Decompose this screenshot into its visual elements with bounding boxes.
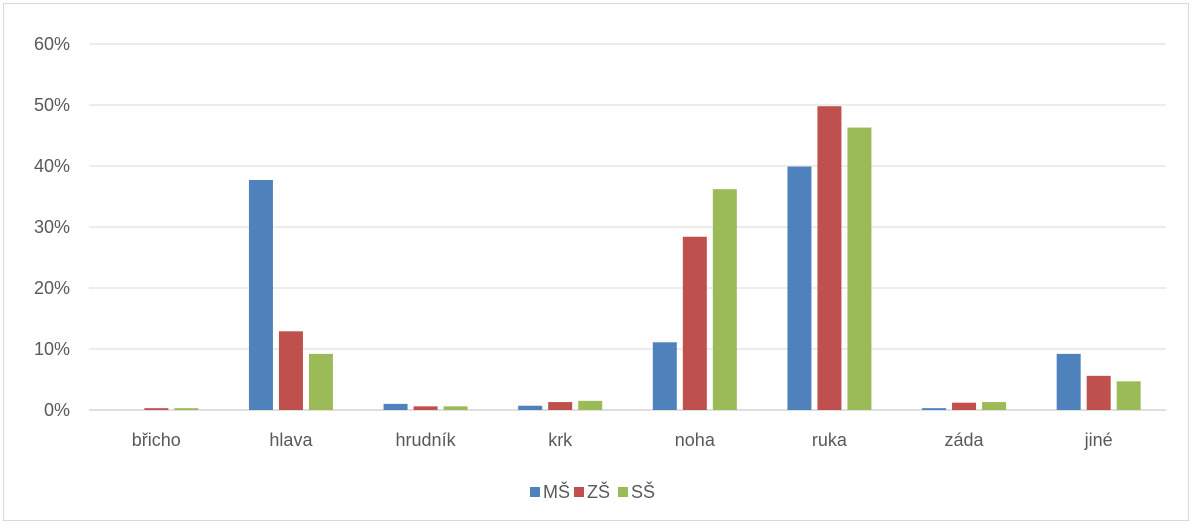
x-tick-label: hlava — [269, 430, 313, 450]
legend-swatch — [574, 487, 584, 497]
bar-MŠ-noha — [652, 342, 677, 410]
x-tick-label: jiné — [1084, 430, 1113, 450]
legend-swatch — [530, 487, 540, 497]
y-tick-label: 50% — [34, 95, 70, 115]
chart-frame: 0% 10% 20% 30% 40% 50% 60% břicho hlava hrudník k… — [3, 3, 1189, 521]
x-tick-label: noha — [675, 430, 716, 450]
bar-ZŠ-hrudník — [413, 406, 438, 410]
bar-MŠ-hlava — [248, 180, 273, 410]
bar-chart: 0% 10% 20% 30% 40% 50% 60% břicho hlava hrudník k… — [34, 34, 1166, 502]
legend-label: ZŠ — [587, 481, 610, 502]
bar-ZŠ-záda — [952, 402, 977, 410]
x-tick-label: hrudník — [396, 430, 457, 450]
y-tick-label: 0% — [44, 400, 70, 420]
bar-MŠ-krk — [518, 405, 543, 410]
x-tick-label: záda — [945, 430, 985, 450]
bar-SŠ-ruka — [847, 127, 872, 410]
bar-MŠ-hrudník — [383, 403, 408, 410]
x-tick-label: krk — [548, 430, 573, 450]
legend-swatch — [618, 487, 628, 497]
bar-ZŠ-břicho — [144, 408, 169, 410]
y-tick-label: 30% — [34, 217, 70, 237]
bar-SŠ-krk — [578, 400, 603, 410]
bar-ZŠ-noha — [682, 236, 707, 410]
bar-ZŠ-hlava — [278, 331, 303, 410]
bar-ZŠ-ruka — [817, 106, 842, 410]
x-axis-tick-labels: břicho hlava hrudník krk noha ruka záda jiné — [132, 430, 1113, 450]
bar-SŠ-záda — [982, 402, 1007, 410]
y-tick-label: 40% — [34, 156, 70, 176]
bar-SŠ-hrudník — [443, 406, 468, 410]
bar-MŠ-záda — [922, 408, 947, 410]
bar-SŠ-břicho — [174, 408, 199, 410]
legend: MŠ ZŠ SŠ — [530, 481, 655, 502]
bar-SŠ-jiné — [1116, 381, 1141, 410]
y-axis-tick-labels: 0% 10% 20% 30% 40% 50% 60% — [34, 34, 70, 420]
bar-ZŠ-jiné — [1086, 375, 1111, 410]
bar-MŠ-ruka — [787, 166, 812, 410]
bar-SŠ-noha — [712, 189, 737, 410]
legend-label: SŠ — [631, 481, 655, 502]
y-tick-label: 10% — [34, 339, 70, 359]
legend-label: MŠ — [543, 481, 570, 502]
x-tick-label: ruka — [812, 430, 848, 450]
bar-MŠ-jiné — [1056, 353, 1081, 410]
bar-SŠ-hlava — [308, 353, 333, 410]
x-tick-label: břicho — [132, 430, 181, 450]
y-tick-label: 60% — [34, 34, 70, 54]
bars — [144, 106, 1141, 410]
y-tick-label: 20% — [34, 278, 70, 298]
bar-ZŠ-krk — [548, 402, 573, 410]
